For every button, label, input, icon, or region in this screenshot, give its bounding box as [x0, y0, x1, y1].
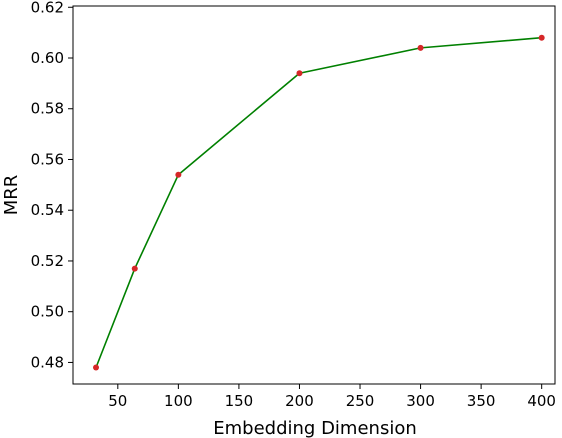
series-layer	[93, 34, 545, 371]
x-tick-label: 250	[346, 392, 375, 410]
data-point	[296, 70, 303, 77]
x-axis-ticks: 50 100 150 200 250 300 350 400	[108, 384, 556, 410]
data-point	[538, 34, 545, 41]
y-tick-label: 0.48	[31, 353, 64, 371]
data-point	[175, 171, 182, 178]
data-point	[131, 265, 138, 272]
y-tick-label: 0.52	[31, 252, 64, 270]
series-line	[95, 36, 542, 368]
data-point	[93, 364, 100, 371]
data-point	[417, 44, 424, 51]
x-axis-title: Embedding Dimension	[213, 418, 417, 438]
y-tick-label: 0.54	[31, 201, 64, 219]
y-tick-label: 0.58	[31, 100, 64, 118]
y-axis-title: MRR	[1, 175, 22, 216]
x-tick-label: 300	[406, 392, 435, 410]
plot-area	[72, 5, 556, 385]
x-tick-label: 400	[527, 392, 556, 410]
x-tick-label: 150	[225, 392, 254, 410]
x-tick-label: 100	[164, 392, 193, 410]
y-tick-label: 0.60	[31, 49, 64, 67]
y-tick-label: 0.56	[31, 150, 64, 168]
x-tick-label: 350	[467, 392, 496, 410]
y-tick-label: 0.62	[31, 0, 64, 16]
y-axis-ticks: 0.48 0.50 0.52 0.54 0.56 0.58 0.60 0.62	[31, 0, 73, 371]
x-tick-label: 200	[285, 392, 314, 410]
x-tick-label: 50	[108, 392, 127, 410]
y-tick-label: 0.50	[31, 303, 64, 321]
